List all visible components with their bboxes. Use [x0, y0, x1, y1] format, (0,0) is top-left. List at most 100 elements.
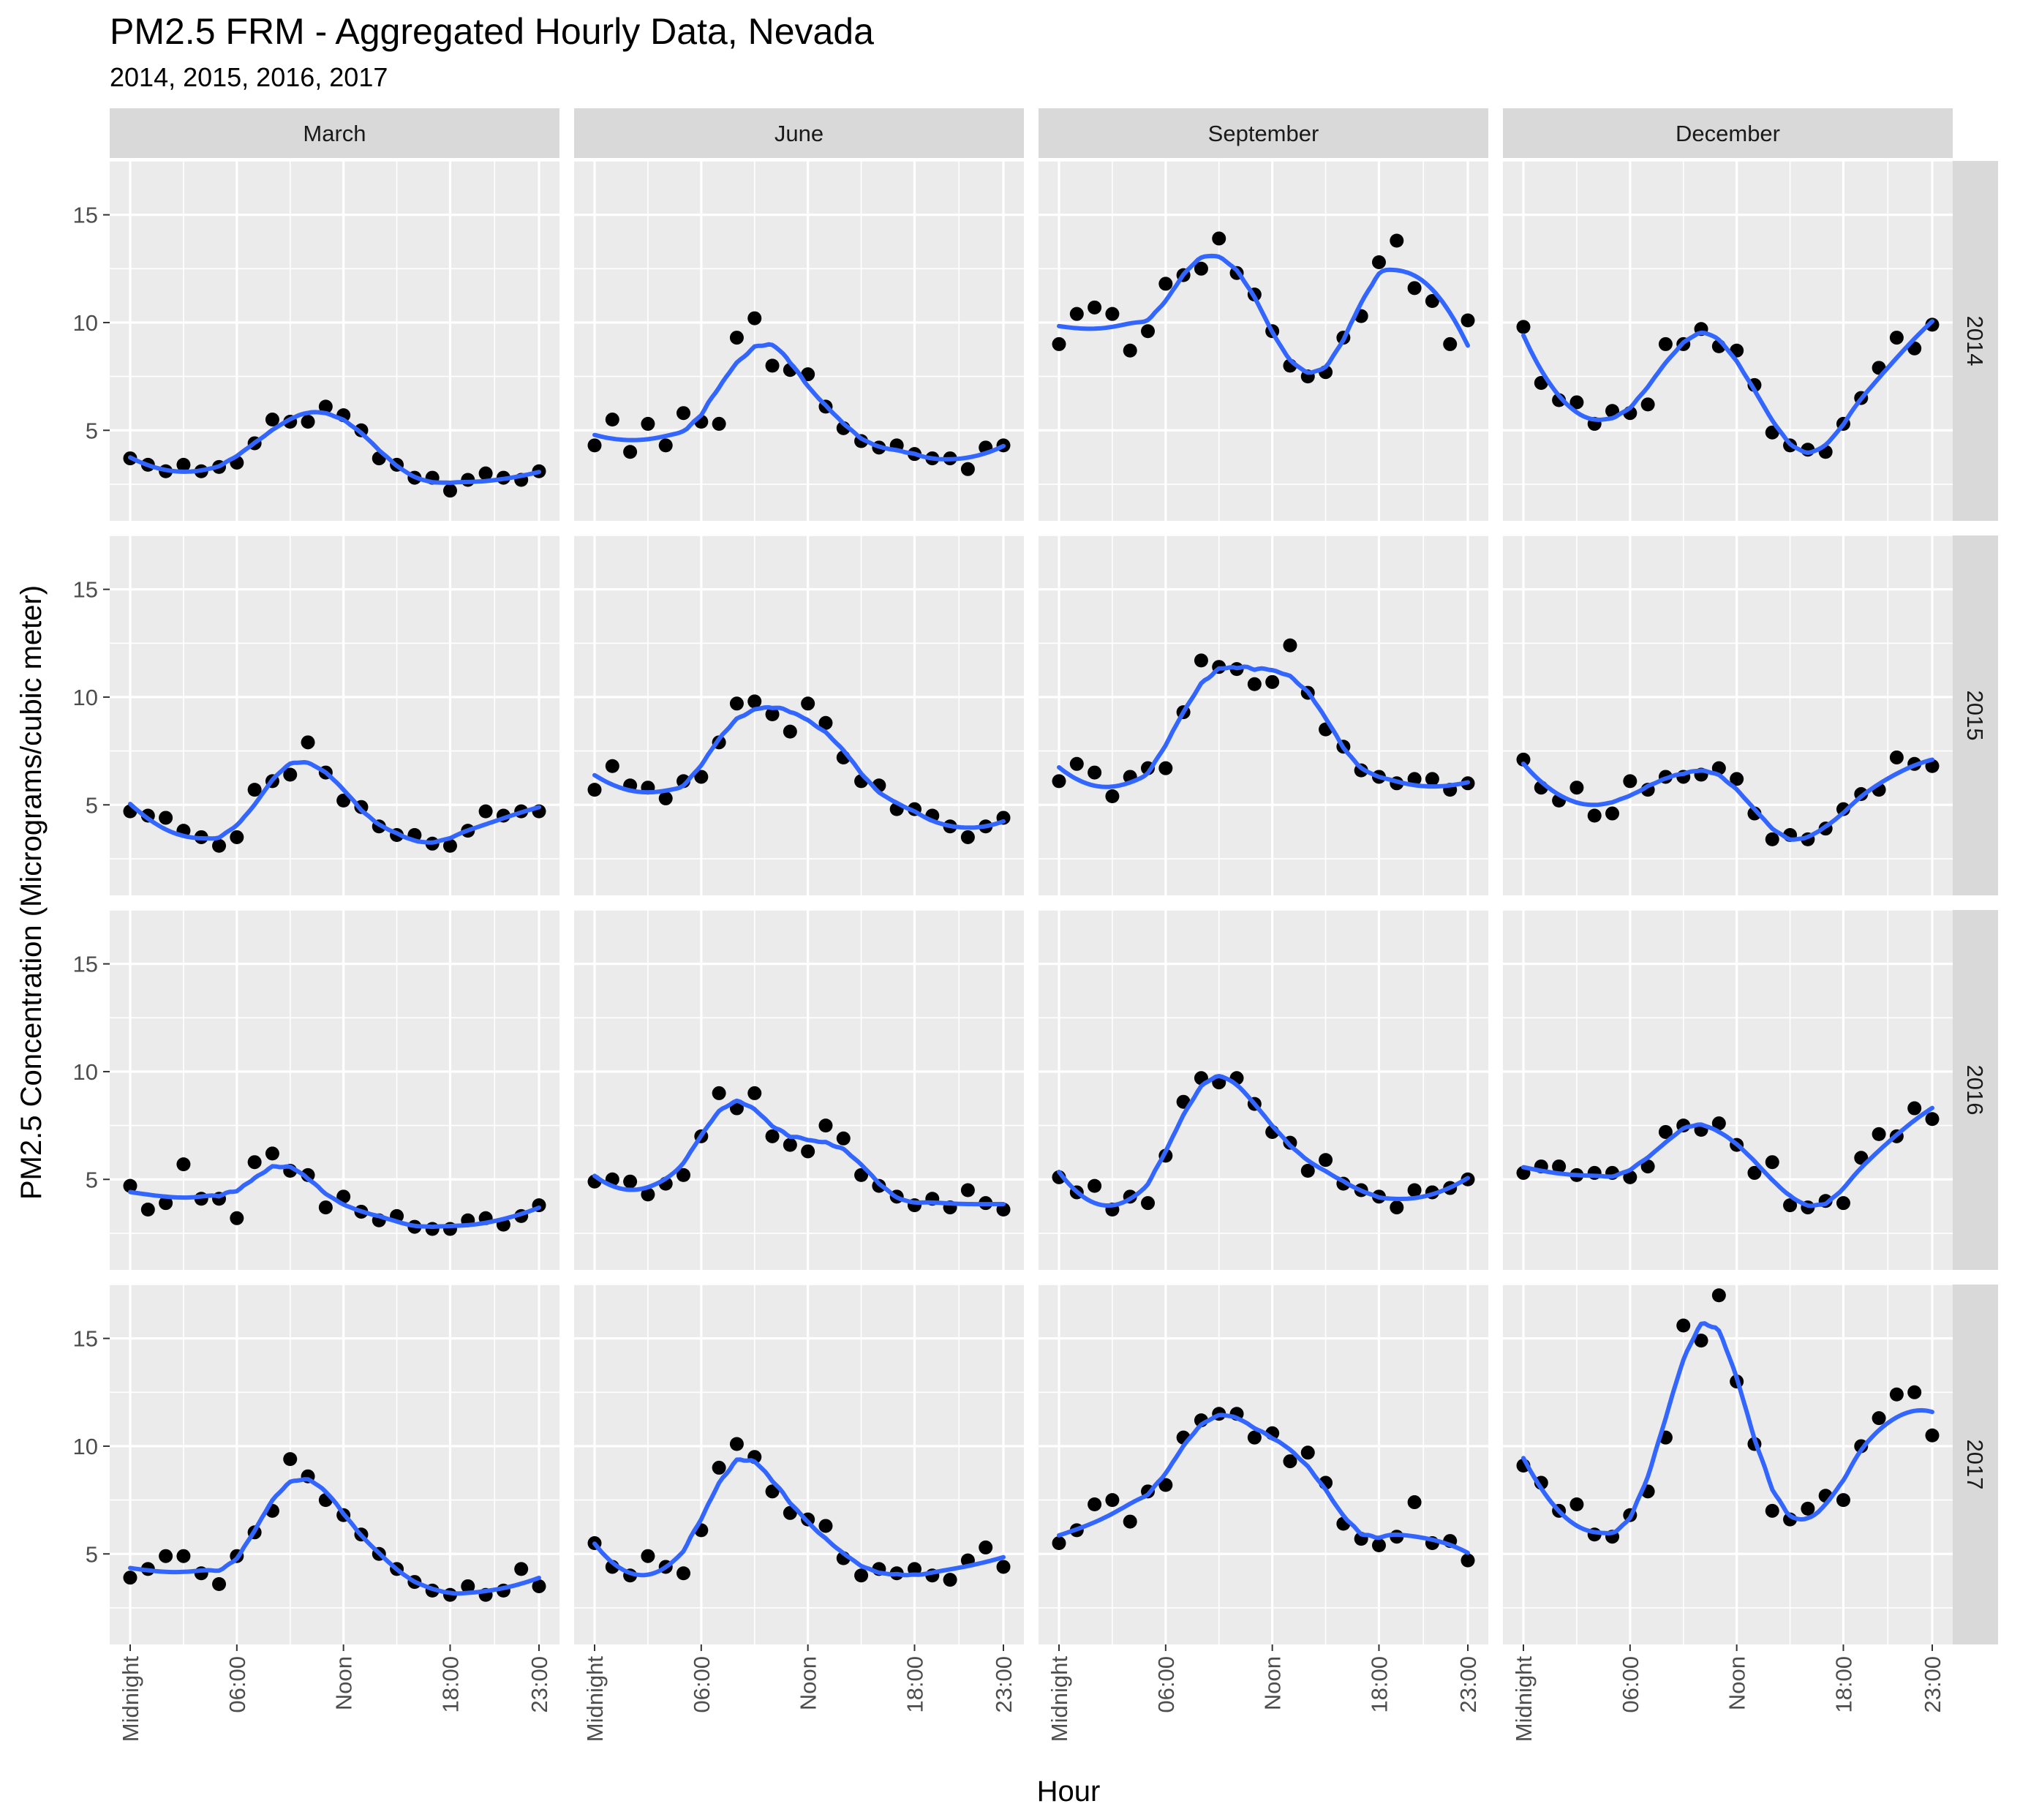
data-point — [1765, 832, 1779, 846]
data-point — [283, 767, 298, 782]
data-point — [1640, 1159, 1655, 1174]
smooth-line — [128, 410, 541, 485]
panel-june-2016 — [574, 909, 1024, 1270]
y-tick-label: 5 — [86, 1167, 98, 1192]
strip-label-2016: 2016 — [1962, 1065, 1988, 1116]
x-tick-label: 06:00 — [1618, 1656, 1643, 1713]
data-point — [1390, 233, 1404, 248]
data-point — [1088, 1497, 1102, 1512]
data-point — [836, 1131, 851, 1146]
y-tick-label: 15 — [73, 203, 98, 228]
data-point — [694, 770, 709, 784]
data-point — [1141, 1196, 1156, 1211]
data-point — [461, 1579, 475, 1593]
strip-label-2015: 2015 — [1962, 691, 1988, 741]
y-tick-label: 5 — [86, 418, 98, 443]
data-point — [801, 696, 815, 711]
x-tick-label: 06:00 — [689, 1656, 715, 1713]
data-point — [1889, 331, 1904, 345]
data-point — [818, 715, 833, 730]
data-point — [677, 1167, 691, 1182]
smooth-line — [1057, 664, 1470, 789]
data-point — [747, 1086, 762, 1100]
data-point — [907, 1562, 922, 1576]
data-point — [1907, 1385, 1922, 1399]
data-point — [765, 1484, 780, 1499]
x-tick-label: 23:00 — [1920, 1656, 1945, 1713]
data-point — [1407, 281, 1422, 296]
data-point — [176, 1157, 191, 1172]
panel-background — [1503, 161, 1953, 521]
data-point — [1569, 1497, 1584, 1512]
chart-title: PM2.5 FRM - Aggregated Hourly Data, Neva… — [110, 11, 874, 52]
data-point — [587, 783, 602, 797]
data-point — [1247, 1430, 1262, 1445]
strip-label-june: June — [775, 121, 824, 146]
data-point — [1390, 1200, 1404, 1215]
data-point — [1158, 761, 1173, 775]
data-point — [729, 331, 744, 345]
data-point — [587, 438, 602, 453]
x-tick-label: Midnight — [582, 1656, 608, 1742]
panel-december-2017 — [1503, 1284, 1953, 1644]
data-point — [783, 724, 797, 739]
panel-background — [1039, 161, 1488, 521]
smooth-line — [1521, 1321, 1934, 1535]
data-point — [1747, 1165, 1762, 1180]
data-point — [765, 707, 780, 722]
data-point — [1212, 231, 1226, 246]
panel-background — [110, 910, 559, 1270]
panel-march-2015 — [110, 535, 559, 895]
y-tick-label: 15 — [73, 952, 98, 977]
strip-march — [110, 108, 559, 158]
data-point — [478, 804, 493, 819]
strip-2016 — [1953, 910, 1998, 1270]
data-point — [1461, 1553, 1475, 1568]
strip-june — [574, 108, 1024, 158]
data-point — [1658, 1124, 1673, 1139]
data-point — [996, 1560, 1011, 1574]
x-tick-label: 06:00 — [1153, 1656, 1179, 1713]
data-point — [1925, 317, 1940, 332]
data-point — [1105, 1493, 1120, 1508]
panel-december-2016 — [1503, 909, 1953, 1270]
strip-2017 — [1953, 1285, 1998, 1644]
panel-september-2016 — [1039, 909, 1488, 1270]
smooth-line — [1057, 1074, 1470, 1208]
data-point — [1836, 802, 1850, 816]
data-point — [1247, 677, 1262, 691]
data-point — [176, 1549, 191, 1563]
x-tick-label: Noon — [796, 1656, 821, 1710]
x-tick-label: Midnight — [118, 1656, 143, 1742]
data-point — [979, 1540, 993, 1554]
data-point — [336, 793, 351, 808]
strip-label-2014: 2014 — [1962, 316, 1988, 366]
x-axis-title: Hour — [1037, 1775, 1101, 1808]
x-tick-label: Noon — [1725, 1656, 1750, 1710]
data-point — [1088, 300, 1102, 315]
panel-june-2015 — [574, 535, 1024, 895]
panel-september-2015 — [1039, 535, 1488, 895]
strip-label-december: December — [1676, 121, 1780, 146]
smooth-line — [1057, 1413, 1470, 1555]
data-point — [1569, 395, 1584, 410]
smooth-line — [128, 1164, 541, 1230]
strip-december — [1503, 108, 1953, 158]
data-point — [1052, 1536, 1066, 1551]
strip-2014 — [1953, 161, 1998, 521]
data-point — [283, 1452, 298, 1467]
data-point — [1640, 397, 1655, 412]
y-tick-label: 15 — [73, 577, 98, 603]
data-point — [605, 413, 619, 427]
x-tick-label: 18:00 — [1366, 1656, 1392, 1713]
data-point — [1371, 255, 1386, 269]
data-point — [265, 1146, 279, 1161]
data-point — [1836, 1196, 1850, 1211]
y-tick-label: 10 — [73, 310, 98, 336]
data-point — [442, 838, 457, 853]
data-point — [1052, 774, 1066, 789]
smooth-line — [592, 1457, 1006, 1578]
data-point — [677, 1566, 691, 1581]
